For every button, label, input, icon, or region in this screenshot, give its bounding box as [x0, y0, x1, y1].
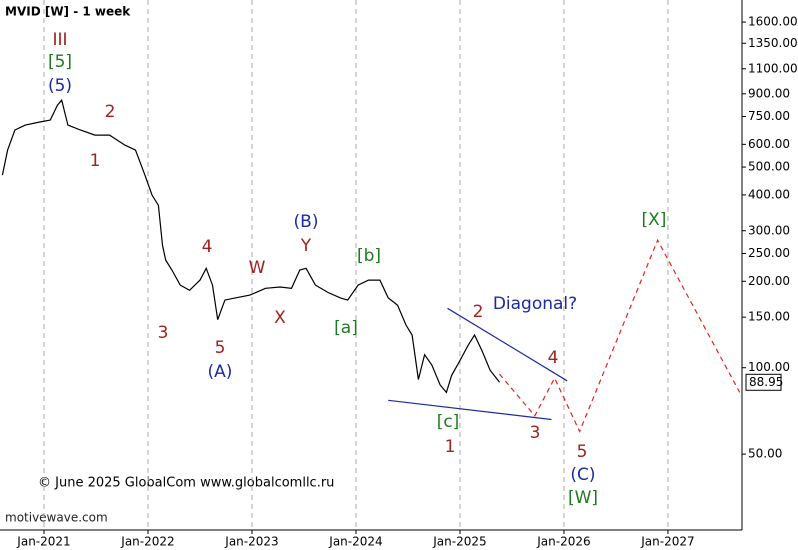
wave-label: (C)	[570, 465, 595, 485]
wave-label: 1	[90, 151, 101, 171]
y-tick-label: 1600.00	[748, 15, 798, 29]
x-tick-label: Jan-2024	[328, 535, 382, 549]
y-tick-label: 600.00	[748, 137, 790, 151]
wave-label: (B)	[294, 212, 319, 232]
x-tick-label: Jan-2026	[536, 535, 590, 549]
y-tick-label: 750.00	[748, 109, 790, 123]
y-tick-label: 50.00	[748, 447, 782, 461]
x-tick-label: Jan-2021	[16, 535, 70, 549]
wave-label: Y	[300, 236, 312, 256]
wave-label: (5)	[48, 76, 72, 96]
last-price-label: 88.95	[749, 375, 783, 389]
wave-label: 2	[105, 102, 116, 122]
wave-label: [W]	[568, 488, 598, 508]
watermark: motivewave.com	[5, 511, 108, 525]
series-line	[1, 98, 500, 394]
wave-label: [c]	[437, 412, 460, 432]
y-tick-label: 1350.00	[748, 36, 798, 50]
wave-label: [b]	[357, 246, 381, 266]
x-tick-label: Jan-2027	[640, 535, 694, 549]
wave-label: 5	[215, 338, 226, 358]
x-tick-label: Jan-2025	[432, 535, 486, 549]
y-tick-label: 200.00	[748, 274, 790, 288]
y-tick-label: 900.00	[748, 86, 790, 100]
y-tick-label: 500.00	[748, 160, 790, 174]
series-line	[447, 307, 568, 382]
y-tick-label: 150.00	[748, 310, 790, 324]
y-tick-label: 400.00	[748, 187, 790, 201]
wave-label: X	[274, 308, 286, 328]
x-tick-label: Jan-2022	[120, 535, 174, 549]
y-tick-label: 100.00	[748, 360, 790, 374]
wave-label: 3	[530, 423, 541, 443]
wave-label: W	[249, 258, 266, 278]
chart-title: MVID [W] - 1 week	[5, 5, 131, 19]
wave-label: (A)	[208, 362, 233, 382]
last-price-tag	[745, 373, 782, 391]
y-tick-label: 1100.00	[748, 61, 798, 75]
y-tick-label: 300.00	[748, 223, 790, 237]
wave-label: [5]	[48, 52, 72, 72]
series-line	[388, 399, 552, 421]
series-line	[499, 238, 741, 433]
wave-label: III	[52, 30, 67, 50]
y-tick-label: 250.00	[748, 246, 790, 260]
wave-label: 2	[473, 302, 484, 322]
x-tick-label: Jan-2023	[224, 535, 278, 549]
wave-label: [X]	[642, 210, 667, 230]
copyright: © June 2025 GlobalCom www.globalcomllc.r…	[38, 476, 334, 491]
wave-label: 1	[445, 437, 456, 457]
wave-label: [a]	[334, 318, 358, 338]
wave-label: Diagonal?	[493, 294, 577, 314]
wave-label: 4	[548, 348, 559, 368]
wave-label: 4	[202, 237, 213, 257]
wave-label: 5	[577, 442, 588, 462]
wave-label: 3	[158, 323, 169, 343]
